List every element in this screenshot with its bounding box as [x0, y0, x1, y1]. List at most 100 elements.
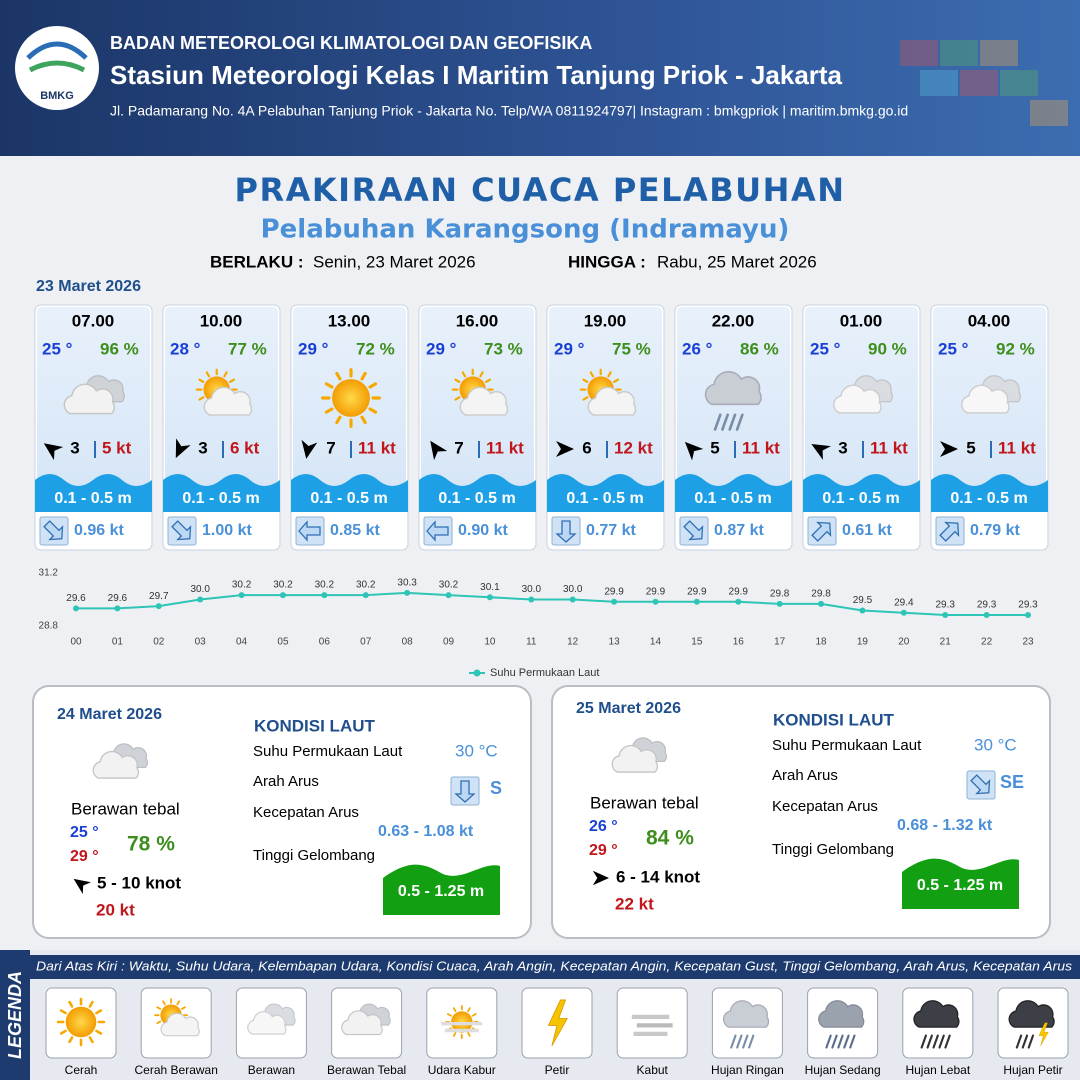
icon-line — [88, 1000, 94, 1008]
current-speed: 0.79 kt — [970, 522, 1020, 539]
gust: 6 kt — [230, 438, 260, 457]
current-speed: 0.68 - 1.32 kt — [897, 817, 993, 834]
icon-path — [704, 370, 762, 406]
x-tick-label: 15 — [691, 637, 703, 648]
subtitle: Pelabuhan Karangsong (Indramayu) — [261, 215, 790, 245]
weather-icon — [961, 375, 1021, 414]
humidity: 75 % — [612, 339, 651, 358]
valid-from-label: BERLAKU : — [210, 252, 304, 271]
point — [114, 605, 121, 612]
wave-band — [931, 474, 1048, 512]
organization: BADAN METEOROLOGI KLIMATOLOGI DAN GEOFIS… — [110, 33, 592, 53]
current-arrow — [426, 520, 449, 542]
legend-item-label: Cerah — [65, 1063, 98, 1077]
icon-path — [833, 384, 882, 414]
wind-arrow — [301, 439, 318, 459]
wind-arrow — [430, 440, 448, 461]
humidity: 77 % — [228, 339, 267, 358]
humidity: 72 % — [356, 339, 395, 358]
x-tick-label: 12 — [567, 637, 579, 648]
icon-line — [1021, 1034, 1029, 1049]
wind-speed: 3 — [838, 438, 847, 457]
icon-g — [833, 384, 882, 414]
wind-arrow — [592, 870, 609, 886]
icon-line — [205, 371, 211, 378]
wave-height: 0.1 - 0.5 m — [438, 490, 515, 507]
current-speed: 0.61 kt — [842, 522, 892, 539]
icon-circle — [332, 379, 370, 417]
icon-line — [228, 378, 235, 383]
icon-line — [156, 1020, 162, 1025]
time: 07.00 — [72, 311, 115, 330]
x-tick-label: 09 — [443, 637, 455, 648]
icon-path — [160, 1012, 200, 1037]
point — [900, 609, 907, 616]
logo-arc — [28, 60, 86, 73]
icon-line — [728, 413, 737, 431]
x-tick-label: 05 — [277, 637, 289, 648]
weather-icon — [833, 375, 893, 414]
logo-arc — [26, 41, 88, 60]
container-decoration — [980, 40, 1018, 66]
valid-to: Rabu, 25 Maret 2026 — [657, 252, 817, 271]
day-date: 23 Maret 2026 — [36, 278, 141, 295]
wave-height: 0.1 - 0.5 m — [950, 490, 1027, 507]
icon-line — [324, 407, 334, 414]
icon-line — [95, 1009, 103, 1015]
current-arrow — [43, 520, 64, 541]
data-label: 29.4 — [894, 597, 914, 608]
wind-arrow — [940, 441, 958, 457]
wave-height: 0.1 - 0.5 m — [566, 490, 643, 507]
y-tick-label: 31.2 — [39, 568, 59, 579]
point — [776, 600, 783, 607]
x-tick-label: 01 — [112, 637, 124, 648]
container-decoration — [940, 40, 978, 66]
legend-description: Dari Atas Kiri : Waktu, Suhu Udara, Kele… — [36, 959, 1072, 973]
icon-path — [611, 744, 659, 773]
point — [404, 589, 411, 596]
point — [73, 605, 79, 612]
time: 19.00 — [584, 311, 627, 330]
wave-band — [419, 474, 536, 512]
icon-line — [471, 1013, 477, 1017]
icon-path — [913, 1000, 960, 1028]
container-decoration — [900, 40, 938, 66]
humidity: 92 % — [996, 339, 1035, 358]
icon-path — [1008, 1000, 1055, 1028]
icon-line — [932, 1034, 939, 1049]
legend-description-bar — [30, 955, 1080, 979]
wind-arrow — [73, 878, 92, 895]
legend-item-label: Hujan Ringan — [711, 1063, 784, 1077]
wave-band — [291, 474, 408, 512]
wind: 6 - 14 knot — [616, 867, 700, 886]
icon-path — [341, 1010, 383, 1036]
gust: 22 kt — [615, 894, 654, 913]
gust: 11 kt — [870, 438, 908, 457]
container-decoration — [1030, 100, 1068, 126]
icon-line — [582, 396, 589, 401]
icon-line — [607, 371, 612, 378]
current-dir-label: Arah Arus — [772, 767, 838, 784]
weather-icon — [611, 737, 668, 773]
wave-height: 0.1 - 0.5 m — [54, 490, 131, 507]
data-label: 29.3 — [935, 600, 955, 611]
sea-title: KONDISI LAUT — [773, 710, 895, 729]
temp-min: 26 ° — [589, 818, 618, 835]
temp-min: 25 ° — [70, 824, 99, 841]
current-speed: 0.96 kt — [74, 522, 124, 539]
icon-path — [247, 1011, 287, 1035]
wind-arrow — [175, 438, 191, 459]
day-date: 24 Maret 2026 — [57, 706, 162, 723]
x-tick-label: 10 — [484, 637, 496, 648]
icon-line — [831, 1034, 838, 1049]
icon-path — [63, 383, 115, 415]
weather-icon — [579, 368, 637, 416]
icon-line — [162, 1000, 166, 1006]
time: 01.00 — [840, 311, 883, 330]
icon-line — [713, 413, 722, 431]
gust: 11 kt — [358, 438, 396, 457]
weather-icon — [321, 368, 381, 428]
icon-line — [944, 1034, 951, 1049]
data-label: 29.9 — [604, 586, 624, 597]
current-dir: S — [490, 778, 502, 798]
